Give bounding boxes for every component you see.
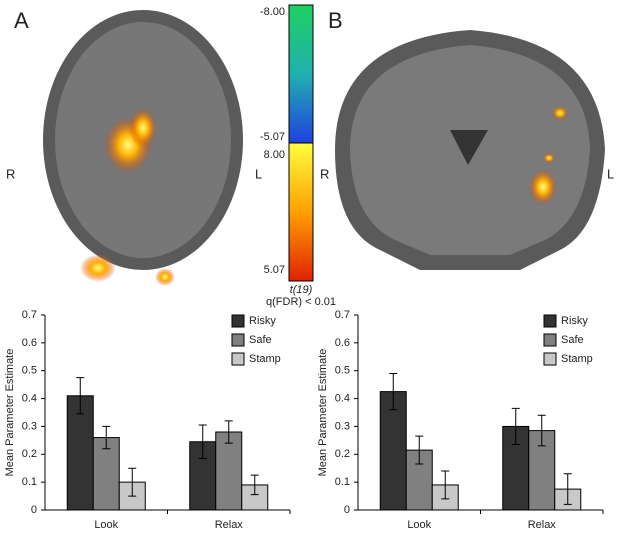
- panel-label: B: [328, 8, 343, 33]
- y-axis-label: Mean Parameter Estimate: [4, 349, 16, 477]
- colorbar-stat: t(19): [290, 284, 313, 296]
- y-tick-label: 0.1: [22, 476, 37, 488]
- colorbar-tick-label: 5.07: [264, 264, 285, 276]
- y-tick-label: 0.4: [22, 392, 37, 404]
- legend-label: Stamp: [561, 353, 593, 365]
- legend-swatch: [543, 314, 557, 328]
- colorbar: [288, 4, 314, 282]
- bar: [66, 395, 94, 511]
- error-bar: [441, 470, 450, 500]
- orientation-label: L: [607, 166, 614, 181]
- legend-label: Stamp: [249, 353, 281, 365]
- colorbar-tick-label: 8.00: [264, 149, 285, 161]
- y-tick-label: 0.3: [335, 420, 350, 432]
- orientation-label: R: [320, 166, 329, 181]
- legend-label: Safe: [249, 334, 272, 346]
- error-bar: [76, 377, 85, 415]
- y-tick-label: 0.6: [335, 337, 350, 349]
- error-bar: [389, 373, 398, 411]
- error-bar: [198, 424, 207, 459]
- y-axis-label: Mean Parameter Estimate: [317, 349, 329, 477]
- colorbar-tick-label: -5.07: [260, 131, 285, 143]
- x-tick-label: Look: [407, 519, 431, 531]
- legend-label: Risky: [561, 315, 588, 327]
- legend-swatch: [231, 314, 245, 328]
- colorbar-threshold: q(FDR) < 0.01: [266, 296, 336, 308]
- x-tick-label: Relax: [215, 519, 244, 531]
- error-bar: [415, 435, 424, 465]
- orientation-label: R: [6, 166, 15, 181]
- brain-coronal: [335, 30, 605, 270]
- error-bar: [102, 425, 111, 450]
- bar: [92, 437, 120, 511]
- y-tick-label: 0.2: [335, 448, 350, 460]
- y-tick-label: 0: [31, 504, 37, 516]
- colorbar-tick-label: -8.00: [260, 6, 285, 18]
- y-tick-label: 0.6: [22, 337, 37, 349]
- error-bar: [511, 407, 520, 446]
- error-bar: [128, 467, 137, 497]
- y-tick-label: 0.7: [335, 309, 350, 321]
- legend-swatch: [231, 352, 245, 366]
- brain-axial: [43, 10, 243, 286]
- y-tick-label: 0.2: [22, 448, 37, 460]
- legend-swatch: [543, 352, 557, 366]
- bar: [215, 431, 243, 511]
- y-tick-label: 0.3: [22, 420, 37, 432]
- error-bar: [537, 414, 546, 447]
- orientation-label: L: [255, 166, 262, 181]
- y-tick-label: 0.7: [22, 309, 37, 321]
- error-bar: [250, 474, 259, 496]
- y-tick-label: 0: [344, 504, 350, 516]
- error-bar: [563, 473, 572, 505]
- error-bar: [224, 420, 233, 444]
- y-tick-label: 0.1: [335, 476, 350, 488]
- y-tick-label: 0.5: [335, 365, 350, 377]
- legend-label: Safe: [561, 334, 584, 346]
- legend-swatch: [231, 333, 245, 347]
- legend-label: Risky: [249, 315, 276, 327]
- x-tick-label: Look: [94, 519, 118, 531]
- y-tick-label: 0.4: [335, 392, 350, 404]
- legend-swatch: [543, 333, 557, 347]
- x-tick-label: Relax: [528, 519, 557, 531]
- panel-label: A: [14, 8, 29, 33]
- y-tick-label: 0.5: [22, 365, 37, 377]
